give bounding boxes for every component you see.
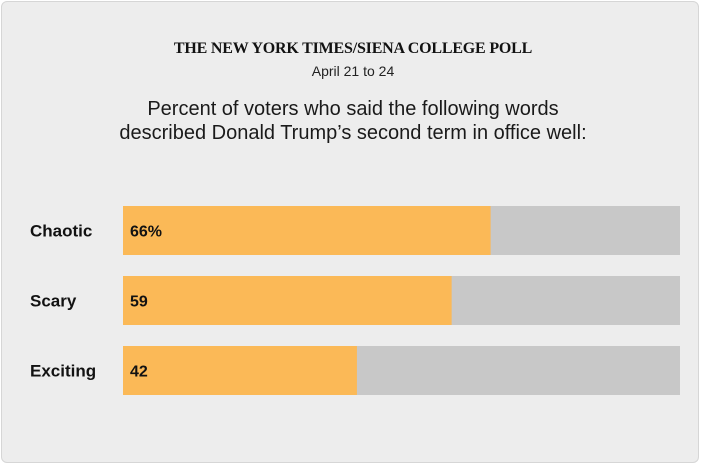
question-line-2: described Donald Trump’s second term in …: [119, 122, 587, 144]
category-label-exciting: Exciting: [30, 362, 96, 381]
question-line-1: Percent of voters who said the following…: [147, 98, 559, 120]
chart-question: Percent of voters who said the following…: [2, 97, 702, 145]
bar-chaotic: [123, 206, 491, 255]
poll-masthead: THE NEW YORK TIMES/SIENA COLLEGE POLL: [173, 40, 533, 57]
bar-scary: [123, 276, 452, 325]
poll-dates: April 21 to 24: [311, 63, 395, 79]
value-label-scary: 59: [130, 294, 148, 311]
value-label-chaotic: 66%: [130, 224, 162, 241]
category-label-chaotic: Chaotic: [30, 222, 92, 241]
category-label-scary: Scary: [30, 292, 77, 311]
bar-exciting: [123, 346, 357, 395]
value-label-exciting: 42: [130, 364, 148, 381]
